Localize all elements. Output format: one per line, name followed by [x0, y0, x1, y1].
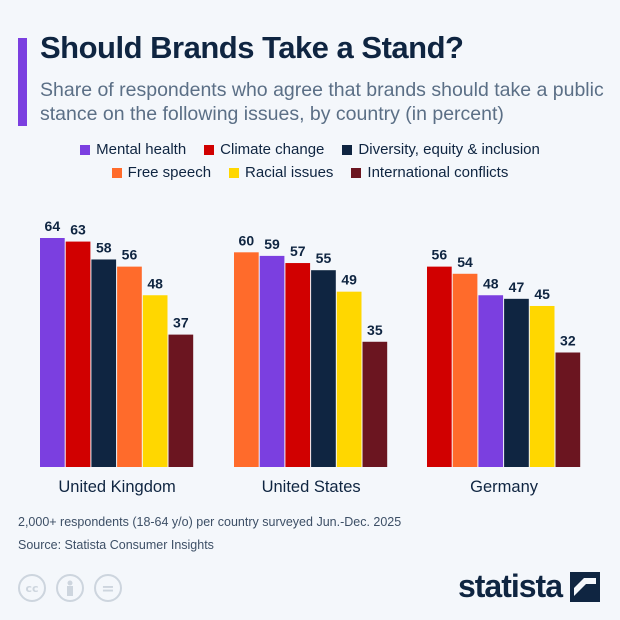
legend-swatch — [229, 167, 240, 178]
bar — [478, 295, 504, 467]
data-label: 48 — [147, 275, 163, 291]
data-label: 55 — [316, 250, 332, 266]
legend-label: Mental health — [96, 141, 187, 158]
data-label: 45 — [534, 286, 550, 302]
legend-label: Free speech — [127, 164, 212, 181]
legend-item: Mental health — [80, 141, 186, 158]
legend-item: Diversity, equity & inclusion — [342, 141, 540, 158]
data-label: 57 — [290, 243, 306, 259]
legend-label: Climate change — [220, 141, 325, 158]
legend-row-2: Free speech Racial issues International co… — [0, 164, 620, 181]
legend-label: Racial issues — [245, 164, 334, 181]
legend-row-1: Mental health Climate change Diversity, eq… — [0, 141, 620, 158]
attribution-icon[interactable] — [56, 574, 84, 602]
legend-item: International conflicts — [351, 164, 508, 181]
data-label: 56 — [122, 247, 138, 263]
chart-title: Should Brands Take a Stand? — [40, 30, 464, 65]
data-label: 63 — [70, 222, 86, 238]
category-label: Germany — [470, 478, 539, 496]
bar — [40, 238, 65, 467]
data-label: 59 — [264, 236, 280, 252]
bar — [259, 255, 285, 467]
legend-label: International conflicts — [367, 164, 509, 181]
legend-swatch — [342, 144, 353, 155]
legend-item: Climate change — [204, 141, 324, 158]
legend-swatch — [204, 144, 215, 155]
bar — [285, 263, 311, 467]
bar — [504, 298, 529, 467]
bar — [336, 291, 362, 467]
source-note: Source: Statista Consumer Insights — [18, 538, 214, 552]
legend-swatch — [80, 144, 91, 155]
data-label: 37 — [173, 315, 189, 331]
bar — [529, 305, 555, 467]
data-label: 58 — [96, 239, 112, 255]
data-label: 54 — [457, 254, 473, 270]
legend-swatch — [111, 167, 122, 178]
bar — [452, 273, 478, 467]
statista-logo[interactable]: statista — [458, 568, 600, 605]
bar — [234, 252, 259, 467]
bar — [311, 270, 336, 467]
bar — [555, 352, 581, 467]
bar — [65, 241, 91, 467]
data-label: 56 — [432, 247, 448, 263]
data-label: 48 — [483, 275, 499, 291]
category-label: United States — [262, 478, 361, 496]
no-derivatives-icon[interactable]: = — [94, 574, 122, 602]
data-label: 32 — [560, 333, 576, 349]
chart-subtitle: Share of respondents who agree that bran… — [40, 79, 604, 125]
bar — [362, 341, 388, 467]
title-accent-bar — [18, 38, 27, 126]
bar — [91, 259, 117, 467]
bar — [427, 266, 452, 467]
category-label: United Kingdom — [58, 478, 175, 496]
legend-swatch — [351, 167, 362, 178]
legend-item: Racial issues — [229, 164, 333, 181]
creative-commons-icon[interactable]: cc — [18, 574, 46, 602]
data-label: 49 — [341, 272, 357, 288]
bar — [168, 334, 194, 467]
legend-item: Free speech — [111, 164, 212, 181]
bar — [117, 266, 142, 467]
legend-label: Diversity, equity & inclusion — [358, 141, 540, 158]
bar — [142, 295, 168, 467]
survey-note: 2,000+ respondents (18-64 y/o) per count… — [18, 515, 402, 529]
data-label: 64 — [45, 218, 61, 234]
statista-logo-icon — [570, 571, 600, 602]
bar-chart: 64 63 58 56 48 37 United Kingdom 60 59 57 55 49 35 Un… — [40, 218, 581, 496]
data-label: 47 — [509, 279, 525, 295]
data-label: 35 — [367, 322, 383, 338]
data-label: 60 — [239, 232, 255, 248]
